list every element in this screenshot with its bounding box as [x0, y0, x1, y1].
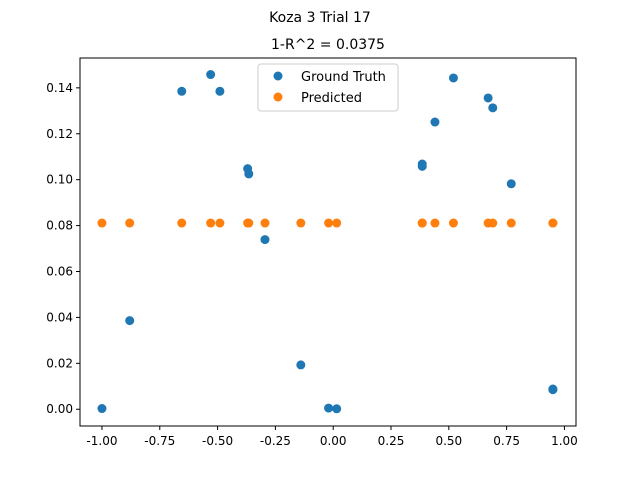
y-tick-label: 0.10: [46, 173, 73, 187]
data-point: [448, 73, 458, 83]
y-tick-label: 0.04: [46, 310, 73, 324]
chart-suptitle: Koza 3 Trial 17: [269, 10, 371, 26]
data-point: [296, 360, 306, 370]
data-point: [206, 70, 216, 80]
x-tick-label: -0.25: [260, 434, 291, 448]
data-point: [177, 218, 187, 228]
y-tick-label: 0.02: [46, 356, 73, 370]
data-point: [332, 218, 342, 228]
y-tick-label: 0.06: [46, 264, 73, 278]
data-point: [488, 218, 498, 228]
legend-label: Ground Truth: [301, 70, 386, 85]
legend-marker: [273, 71, 283, 81]
data-point: [506, 179, 516, 189]
data-point: [125, 218, 135, 228]
data-point: [332, 404, 342, 414]
x-tick-label: 0.00: [320, 434, 347, 448]
y-tick-label: 0.00: [46, 402, 73, 416]
legend-marker: [273, 92, 283, 102]
data-point: [260, 235, 270, 245]
data-point: [244, 169, 254, 179]
data-point: [417, 218, 427, 228]
x-tick-label: 1.00: [551, 434, 578, 448]
data-point: [244, 218, 254, 228]
y-tick-label: 0.08: [46, 219, 73, 233]
x-tick-label: 0.50: [435, 434, 462, 448]
data-point: [417, 161, 427, 171]
chart-title: 1-R^2 = 0.0375: [271, 37, 385, 53]
y-axis: 0.00 0.02 0.04 0.06 0.08 0.10 0.12 0.14: [46, 81, 80, 416]
data-point: [97, 404, 107, 414]
data-point: [483, 93, 493, 103]
data-point: [488, 103, 498, 113]
data-point: [324, 218, 334, 228]
data-point: [430, 117, 440, 127]
plot-frame: [79, 57, 577, 427]
x-axis: -1.00 -0.75 -0.50 -0.25 0.00 0.25 0.50 0.75 1.00: [86, 426, 578, 448]
y-tick-label: 0.14: [46, 81, 73, 95]
data-point: [506, 218, 516, 228]
data-point: [324, 403, 334, 413]
legend-box: [257, 63, 399, 112]
data-point: [97, 218, 107, 228]
x-tick-label: -0.75: [144, 434, 175, 448]
x-tick-label: -1.00: [86, 434, 117, 448]
plot-area: [79, 57, 577, 427]
data-point: [177, 86, 187, 96]
x-tick-label: -0.50: [202, 434, 233, 448]
data-point: [215, 86, 225, 96]
data-point: [448, 218, 458, 228]
y-tick-label: 0.12: [46, 127, 73, 141]
series-predicted: [97, 218, 558, 228]
data-point: [430, 218, 440, 228]
x-tick-label: 0.25: [378, 434, 405, 448]
series-layer: [97, 70, 558, 414]
legend-label: Predicted: [301, 91, 362, 106]
x-tick-label: 0.75: [493, 434, 520, 448]
data-point: [548, 384, 558, 394]
series-ground-truth: [97, 70, 558, 414]
data-point: [125, 316, 135, 326]
data-point: [296, 218, 306, 228]
data-point: [206, 218, 216, 228]
data-point: [215, 218, 225, 228]
data-point: [548, 218, 558, 228]
legend: Ground Truth Predicted: [257, 63, 399, 112]
data-point: [260, 218, 270, 228]
